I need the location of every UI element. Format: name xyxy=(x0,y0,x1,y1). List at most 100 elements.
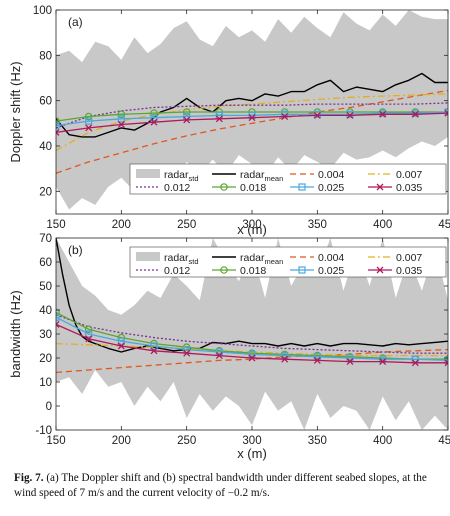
y-tick-label: 40 xyxy=(39,141,52,153)
x-tick-label: 250 xyxy=(177,435,196,447)
legend-item: 0.025 xyxy=(290,182,344,194)
data-point-0-035 xyxy=(150,347,158,355)
legend-label: 0.025 xyxy=(318,182,344,194)
legend-item: 0.007 xyxy=(368,169,422,181)
data-point-0-018 xyxy=(84,325,93,334)
legend-label: 0.018 xyxy=(240,182,266,194)
data-point-0-035 xyxy=(346,358,354,366)
x-tick-label: 400 xyxy=(373,219,392,231)
y-tick-label: 30 xyxy=(39,329,52,341)
data-point-0-035 xyxy=(379,110,387,118)
legend-item: 0.035 xyxy=(368,265,422,277)
data-point-0-035 xyxy=(215,115,223,123)
x-tick-label: 350 xyxy=(308,435,327,447)
data-point-0-025 xyxy=(56,121,60,130)
series-line-0-018 xyxy=(56,311,448,360)
x-axis-label: x (m) xyxy=(237,222,267,237)
data-point-0-018 xyxy=(56,117,60,125)
legend-label: 0.007 xyxy=(396,169,422,181)
x-tick-label: 300 xyxy=(242,435,261,447)
data-point-0-035 xyxy=(117,121,125,128)
data-point-0-025 xyxy=(150,114,158,122)
data-point-0-035 xyxy=(248,114,256,122)
series-line-0-007 xyxy=(56,93,448,152)
data-point-0-025 xyxy=(85,117,93,125)
legend-item: 0.012 xyxy=(136,182,190,194)
plot-content xyxy=(56,10,448,210)
panel-label: (b) xyxy=(68,243,83,257)
y-tick-label: 40 xyxy=(39,305,52,317)
legend-subscript: mean xyxy=(265,174,284,183)
y-tick-label: 20 xyxy=(39,353,52,365)
legend-swatch xyxy=(136,169,160,178)
x-tick-label: 350 xyxy=(308,219,327,231)
data-point-0-035 xyxy=(85,124,93,132)
y-tick-label: -10 xyxy=(35,425,52,437)
figure-caption: Fig. 7. (a) The Doppler shift and (b) sp… xyxy=(14,471,440,501)
legend-item: 0.004 xyxy=(290,169,344,181)
data-point-0-025 xyxy=(379,109,387,117)
y-tick-label: 70 xyxy=(39,233,52,245)
legend-marker xyxy=(298,266,306,274)
x-tick-label: 400 xyxy=(373,435,392,447)
data-point-0-018 xyxy=(117,110,126,119)
series-line-radar-mean xyxy=(56,72,448,138)
legend-label: 0.035 xyxy=(396,182,422,194)
legend-label: 0.025 xyxy=(318,265,344,277)
legend-label: 0.004 xyxy=(318,169,344,181)
caption-label: Fig. 7. xyxy=(14,472,44,484)
data-point-0-035 xyxy=(313,111,321,119)
legend-label: 0.012 xyxy=(164,182,190,194)
x-tick-label: 150 xyxy=(46,219,65,231)
y-tick-label: 0 xyxy=(46,401,52,413)
series-radar-std-band xyxy=(56,10,448,210)
data-point-0-035 xyxy=(346,111,354,119)
legend-item: 0.035 xyxy=(368,182,422,194)
legend-marker xyxy=(220,266,228,274)
data-point-0-035 xyxy=(56,320,60,328)
x-tick-label: 300 xyxy=(242,219,261,231)
data-point-0-035 xyxy=(444,109,448,117)
x-tick-label: 200 xyxy=(112,435,131,447)
y-tick-label: 100 xyxy=(33,5,52,17)
data-point-0-035 xyxy=(379,358,387,366)
y-tick-label: 10 xyxy=(39,377,52,389)
series-line-radar-mean xyxy=(56,238,448,353)
legend-box xyxy=(129,163,447,195)
data-point-0-035 xyxy=(444,359,448,367)
legend-subscript: std xyxy=(189,257,199,266)
y-axis-label: Doppler shift (Hz) xyxy=(8,61,23,162)
data-point-0-025 xyxy=(117,115,125,123)
data-point-0-025 xyxy=(444,108,448,116)
data-point-0-035 xyxy=(117,342,125,350)
y-tick-label: 20 xyxy=(39,186,52,198)
legend-marker xyxy=(376,183,384,191)
data-point-0-035 xyxy=(183,349,191,357)
legend-marker xyxy=(298,183,306,191)
data-point-0-018 xyxy=(84,112,93,121)
data-point-0-035 xyxy=(281,355,289,363)
legend-item: 0.007 xyxy=(368,252,422,264)
legend-item: 0.004 xyxy=(290,252,344,264)
legend-label: 0.035 xyxy=(396,265,422,277)
series-line-0-004 xyxy=(56,348,448,374)
legend-marker xyxy=(376,266,384,274)
legend-label: 0.012 xyxy=(164,265,190,277)
data-point-0-035 xyxy=(183,116,191,124)
data-point-0-018 xyxy=(56,308,60,317)
y-tick-label: 50 xyxy=(39,281,52,293)
data-point-0-025 xyxy=(411,109,419,117)
legend-item: 0.025 xyxy=(290,265,344,277)
chart-panel-b: 150 200 250 300 350 400 450 -10 0 10 20 30 40 50 60 70 x… xyxy=(8,233,450,461)
chart-panel-a: 150 200 250 300 350 400 450 20 40 60 80 100 x (m) Dop… xyxy=(8,5,450,237)
data-point-0-025 xyxy=(150,342,158,350)
y-tick-label: 80 xyxy=(39,50,52,62)
data-point-0-018 xyxy=(150,109,158,117)
data-point-0-025 xyxy=(346,110,354,118)
series-line-0-025 xyxy=(56,111,448,127)
x-tick-label: 200 xyxy=(112,219,131,231)
y-axis-label: bandwidth (Hz) xyxy=(8,290,23,377)
data-point-0-035 xyxy=(215,352,223,360)
